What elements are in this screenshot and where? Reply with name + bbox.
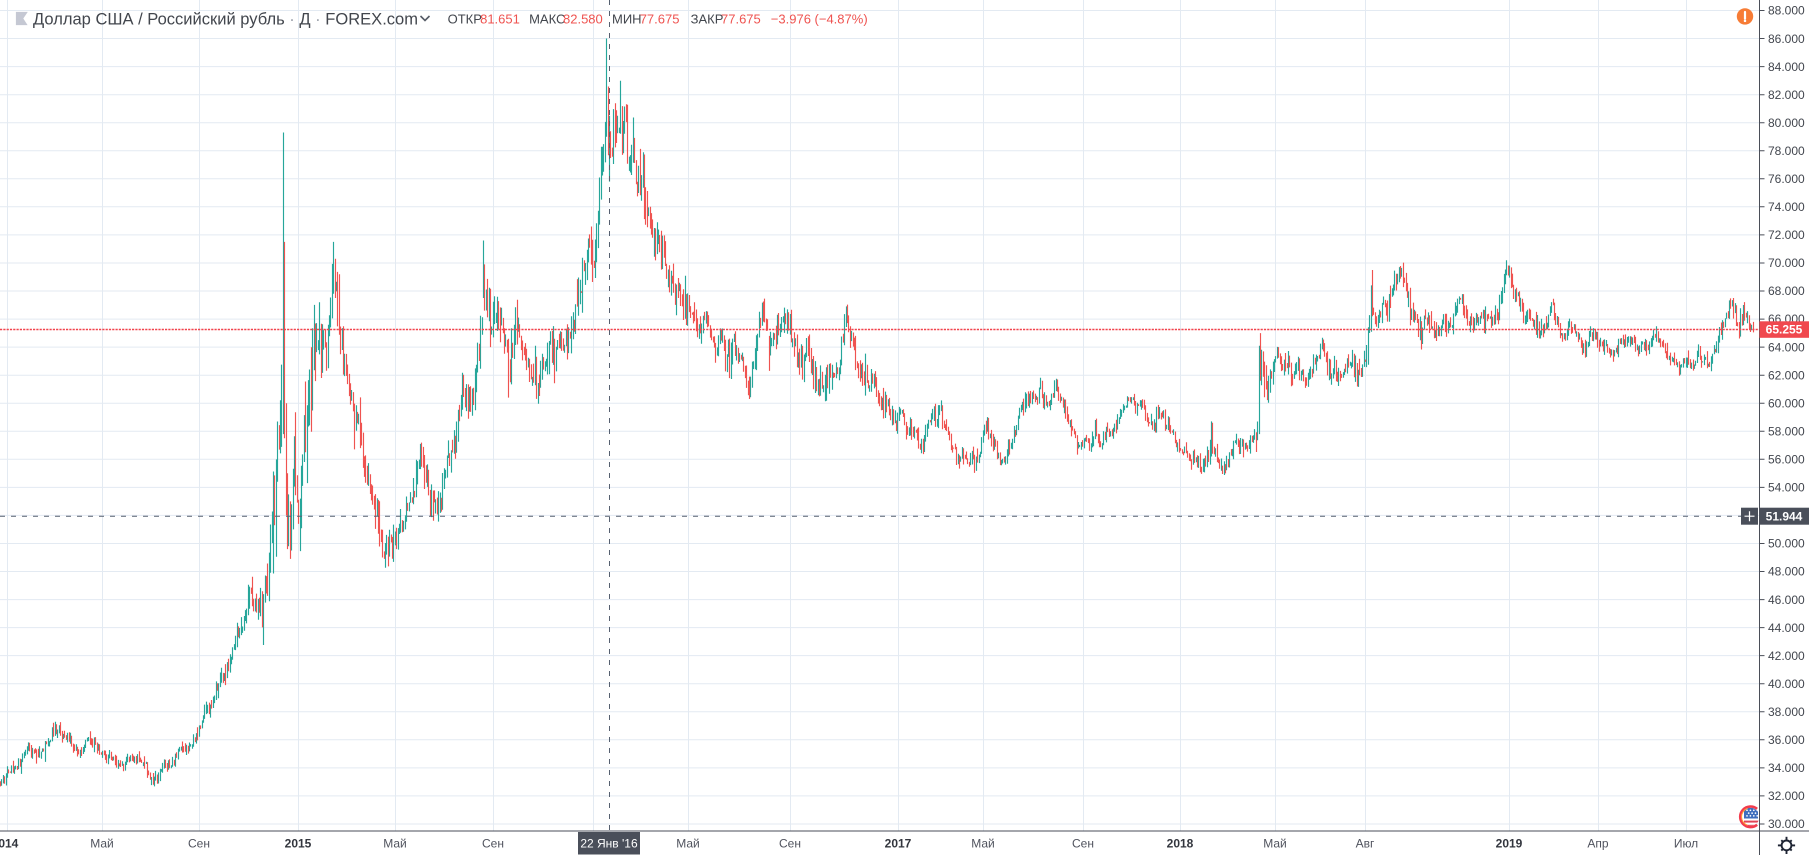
svg-text:70.000: 70.000 bbox=[1768, 256, 1805, 270]
svg-text:86.000: 86.000 bbox=[1768, 32, 1805, 46]
svg-text:Сен: Сен bbox=[188, 837, 210, 851]
svg-text:30.000: 30.000 bbox=[1768, 817, 1805, 831]
svg-text:80.000: 80.000 bbox=[1768, 116, 1805, 130]
svg-text:2019: 2019 bbox=[1496, 837, 1523, 851]
svg-text:Июл: Июл bbox=[1674, 837, 1698, 851]
svg-text:58.000: 58.000 bbox=[1768, 424, 1805, 438]
svg-text:34.000: 34.000 bbox=[1768, 761, 1805, 775]
svg-text:74.000: 74.000 bbox=[1768, 200, 1805, 214]
svg-text:Май: Май bbox=[676, 837, 700, 851]
svg-text:77.675: 77.675 bbox=[721, 11, 761, 26]
svg-text:40.000: 40.000 bbox=[1768, 677, 1805, 691]
svg-text:2017: 2017 bbox=[885, 837, 912, 851]
svg-text:ЗАКР: ЗАКР bbox=[691, 11, 724, 26]
svg-text:2018: 2018 bbox=[1167, 837, 1194, 851]
svg-text:78.000: 78.000 bbox=[1768, 144, 1805, 158]
svg-text:Авг: Авг bbox=[1356, 837, 1375, 851]
svg-text:82.580: 82.580 bbox=[563, 11, 603, 26]
svg-text:81.651: 81.651 bbox=[480, 11, 520, 26]
svg-text:84.000: 84.000 bbox=[1768, 60, 1805, 74]
svg-text:56.000: 56.000 bbox=[1768, 453, 1805, 467]
svg-text:Май: Май bbox=[1263, 837, 1287, 851]
svg-text:Апр: Апр bbox=[1587, 837, 1609, 851]
svg-text:МИН: МИН bbox=[612, 11, 642, 26]
svg-text:2014: 2014 bbox=[0, 837, 19, 851]
svg-text:Май: Май bbox=[90, 837, 114, 851]
svg-text:51.944: 51.944 bbox=[1766, 510, 1803, 524]
svg-text:Доллар США / Российский рубль: Доллар США / Российский рубль · Д · FORE… bbox=[33, 10, 418, 29]
svg-text:38.000: 38.000 bbox=[1768, 705, 1805, 719]
svg-text:МАКС: МАКС bbox=[529, 11, 565, 26]
svg-text:88.000: 88.000 bbox=[1768, 4, 1805, 18]
svg-text:72.000: 72.000 bbox=[1768, 228, 1805, 242]
svg-text:60.000: 60.000 bbox=[1768, 396, 1805, 410]
svg-text:82.000: 82.000 bbox=[1768, 88, 1805, 102]
svg-text:48.000: 48.000 bbox=[1768, 565, 1805, 579]
svg-text:42.000: 42.000 bbox=[1768, 649, 1805, 663]
svg-text:36.000: 36.000 bbox=[1768, 733, 1805, 747]
svg-text:54.000: 54.000 bbox=[1768, 481, 1805, 495]
svg-text:44.000: 44.000 bbox=[1768, 621, 1805, 635]
svg-text:Сен: Сен bbox=[482, 837, 504, 851]
svg-text:50.000: 50.000 bbox=[1768, 537, 1805, 551]
svg-text:Май: Май bbox=[971, 837, 995, 851]
svg-text:64.000: 64.000 bbox=[1768, 340, 1805, 354]
svg-text:−3.976 (−4.87%): −3.976 (−4.87%) bbox=[771, 11, 868, 26]
svg-text:2015: 2015 bbox=[285, 837, 312, 851]
svg-text:ОТКР: ОТКР bbox=[448, 11, 482, 26]
svg-text:22 Янв '16: 22 Янв '16 bbox=[580, 837, 638, 851]
svg-text:Сен: Сен bbox=[779, 837, 801, 851]
svg-text:76.000: 76.000 bbox=[1768, 172, 1805, 186]
svg-text:62.000: 62.000 bbox=[1768, 368, 1805, 382]
svg-text:68.000: 68.000 bbox=[1768, 284, 1805, 298]
svg-text:Сен: Сен bbox=[1072, 837, 1094, 851]
svg-text:65.255: 65.255 bbox=[1766, 323, 1803, 337]
svg-text:32.000: 32.000 bbox=[1768, 789, 1805, 803]
svg-text:77.675: 77.675 bbox=[640, 11, 680, 26]
svg-text:46.000: 46.000 bbox=[1768, 593, 1805, 607]
svg-text:Май: Май bbox=[383, 837, 407, 851]
